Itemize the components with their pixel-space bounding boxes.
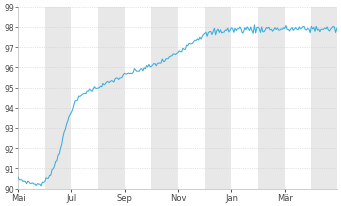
- Bar: [98, 8, 125, 189]
- Bar: [45, 8, 71, 189]
- Bar: [258, 8, 285, 189]
- Bar: [151, 8, 178, 189]
- Bar: [311, 8, 338, 189]
- Bar: [205, 8, 232, 189]
